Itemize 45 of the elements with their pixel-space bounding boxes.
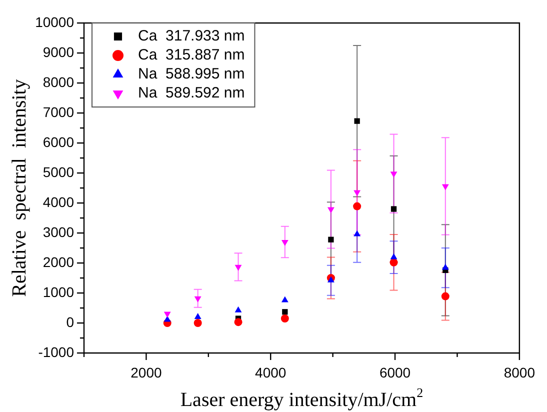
y-tick-label: 10000	[35, 14, 74, 30]
point	[327, 207, 334, 214]
point	[353, 202, 362, 210]
y-tick-label: 6000	[42, 134, 74, 150]
point	[354, 118, 360, 124]
point	[390, 206, 397, 212]
y-tick-label: -1000	[38, 344, 74, 360]
point	[280, 314, 289, 322]
y-tick-label: 2000	[42, 254, 74, 270]
x-tick-label: 6000	[379, 364, 411, 380]
y-tick-label: 1000	[42, 284, 74, 300]
point	[354, 190, 361, 196]
point	[164, 312, 171, 318]
point	[194, 319, 202, 327]
point	[282, 309, 288, 315]
y-tick-label: 9000	[42, 44, 74, 60]
point	[390, 258, 398, 266]
point	[442, 184, 449, 190]
point	[328, 236, 334, 242]
point	[281, 296, 288, 302]
legend-label: Ca 315.887 nm	[138, 46, 245, 64]
y-tick-label: 3000	[42, 224, 74, 240]
point	[234, 318, 242, 326]
y-tick-label: 0	[66, 314, 74, 330]
point	[234, 306, 242, 312]
point	[441, 292, 450, 300]
point	[194, 296, 202, 302]
point	[194, 313, 202, 319]
point	[354, 230, 361, 236]
point	[281, 240, 288, 246]
x-tick-label: 2000	[130, 364, 162, 380]
y-tick-label: 5000	[42, 164, 74, 180]
point	[234, 264, 242, 271]
legend-label: Ca 317.933 nm	[138, 28, 245, 45]
y-tick-label: 4000	[42, 194, 74, 210]
y-tick-label: 7000	[42, 104, 74, 120]
point	[390, 253, 398, 260]
x-tick-label: 8000	[504, 364, 536, 380]
legend-label: Na 589.592 nm	[138, 84, 245, 102]
y-tick-label: 8000	[42, 74, 74, 90]
point	[390, 172, 398, 178]
point	[442, 264, 449, 270]
y-axis-title: Relative spectral intensity	[8, 79, 30, 297]
x-tick-label: 4000	[255, 364, 286, 380]
legend-label: Na 588.995 nm	[138, 66, 245, 83]
